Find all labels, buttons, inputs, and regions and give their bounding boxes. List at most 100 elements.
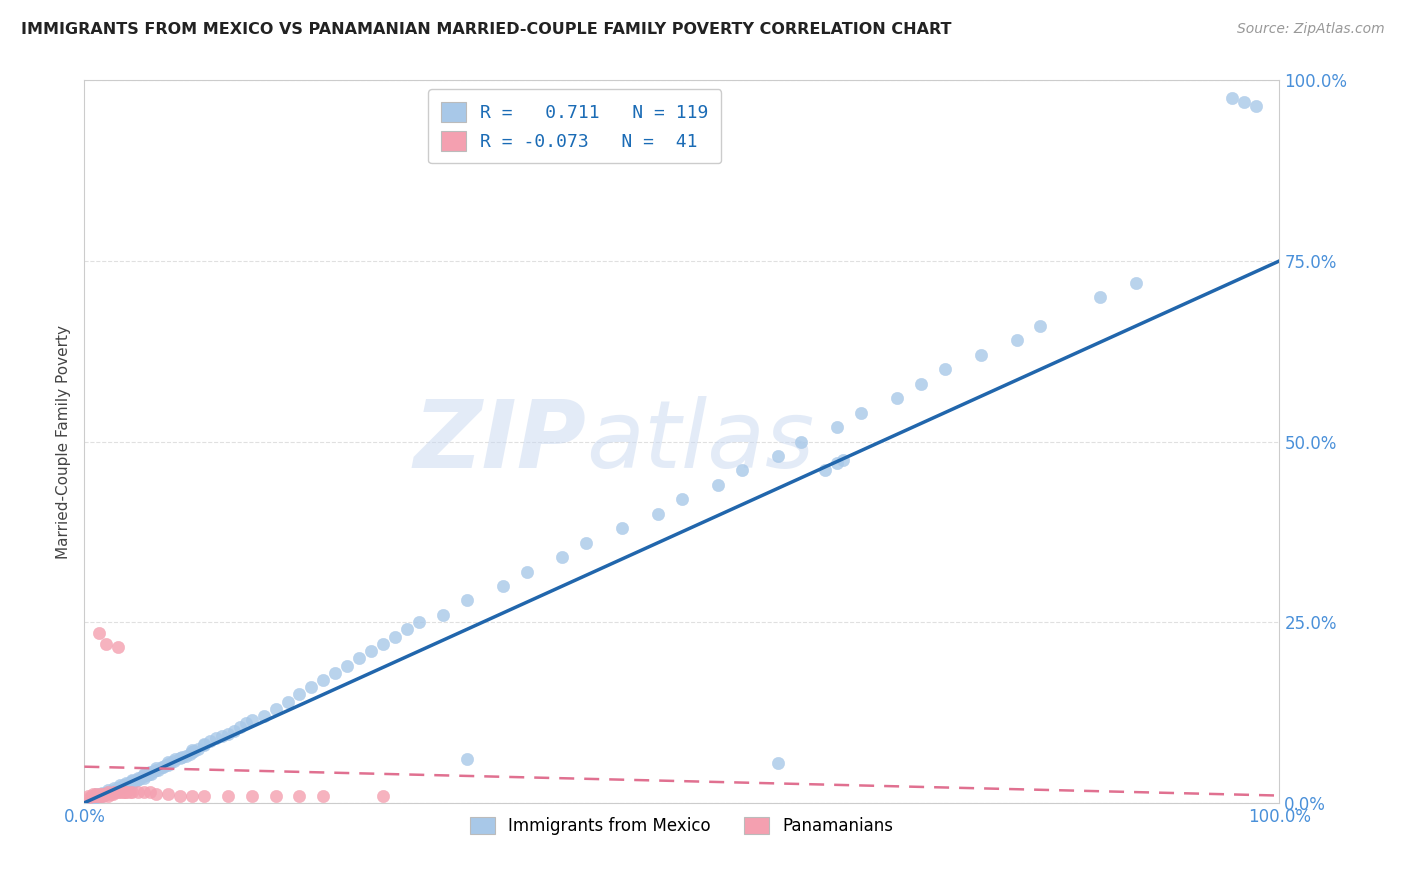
Point bbox=[312, 673, 335, 687]
Point bbox=[145, 787, 167, 801]
Point bbox=[111, 785, 134, 799]
Point bbox=[145, 761, 167, 775]
Point bbox=[84, 789, 107, 804]
Point bbox=[94, 786, 117, 800]
Y-axis label: Married-Couple Family Poverty: Married-Couple Family Poverty bbox=[56, 325, 72, 558]
Point bbox=[100, 784, 122, 798]
Point bbox=[612, 521, 634, 535]
Point bbox=[135, 768, 157, 782]
Point bbox=[647, 507, 669, 521]
Point bbox=[152, 760, 174, 774]
Point bbox=[516, 565, 538, 579]
Point bbox=[851, 406, 873, 420]
Point bbox=[115, 778, 138, 792]
Point bbox=[150, 760, 173, 774]
Text: Source: ZipAtlas.com: Source: ZipAtlas.com bbox=[1237, 22, 1385, 37]
Point bbox=[132, 785, 156, 799]
Point bbox=[141, 767, 163, 781]
Point bbox=[181, 743, 204, 757]
Point bbox=[86, 787, 108, 801]
Point bbox=[169, 751, 191, 765]
Point bbox=[111, 779, 134, 793]
Point bbox=[373, 789, 395, 803]
Point bbox=[121, 775, 143, 789]
Point bbox=[107, 781, 129, 796]
Point bbox=[121, 774, 143, 789]
Point bbox=[107, 640, 129, 655]
Point bbox=[336, 658, 359, 673]
Point bbox=[132, 771, 156, 785]
Point bbox=[101, 787, 124, 801]
Point bbox=[145, 764, 167, 778]
Point bbox=[97, 785, 120, 799]
Point bbox=[115, 776, 138, 790]
Point bbox=[110, 785, 132, 799]
Point bbox=[112, 778, 135, 792]
Point bbox=[125, 772, 148, 787]
Point bbox=[155, 758, 177, 772]
Point bbox=[181, 745, 204, 759]
Point bbox=[1125, 276, 1147, 290]
Point bbox=[217, 789, 239, 803]
Point bbox=[87, 626, 110, 640]
Point bbox=[832, 452, 855, 467]
Point bbox=[139, 765, 162, 780]
Point bbox=[432, 607, 454, 622]
Point bbox=[408, 615, 430, 630]
Point bbox=[110, 778, 132, 792]
Point bbox=[89, 788, 111, 802]
Point bbox=[187, 741, 209, 756]
Point bbox=[79, 792, 101, 806]
Point bbox=[103, 782, 125, 797]
Point bbox=[163, 754, 186, 768]
Point bbox=[172, 749, 194, 764]
Point bbox=[217, 727, 239, 741]
Point bbox=[360, 644, 382, 658]
Point bbox=[83, 791, 105, 805]
Point bbox=[790, 434, 813, 449]
Point bbox=[89, 787, 111, 801]
Point bbox=[127, 785, 149, 799]
Point bbox=[104, 783, 127, 797]
Point bbox=[138, 767, 160, 781]
Point bbox=[121, 772, 143, 787]
Point bbox=[93, 787, 115, 801]
Point bbox=[551, 550, 574, 565]
Point bbox=[384, 630, 406, 644]
Point bbox=[1090, 290, 1112, 304]
Point bbox=[707, 478, 730, 492]
Point bbox=[132, 767, 156, 781]
Text: ZIP: ZIP bbox=[413, 395, 586, 488]
Point bbox=[100, 787, 122, 801]
Text: IMMIGRANTS FROM MEXICO VS PANAMANIAN MARRIED-COUPLE FAMILY POVERTY CORRELATION C: IMMIGRANTS FROM MEXICO VS PANAMANIAN MAR… bbox=[21, 22, 952, 37]
Point bbox=[94, 787, 117, 801]
Point bbox=[82, 790, 104, 805]
Point bbox=[325, 665, 347, 680]
Point bbox=[86, 787, 108, 801]
Point bbox=[766, 449, 789, 463]
Point bbox=[193, 738, 215, 752]
Point bbox=[456, 752, 478, 766]
Point bbox=[193, 789, 215, 803]
Point bbox=[118, 785, 141, 799]
Point bbox=[396, 623, 419, 637]
Point bbox=[910, 376, 932, 391]
Point bbox=[349, 651, 371, 665]
Point bbox=[87, 789, 110, 803]
Point bbox=[91, 786, 114, 800]
Point bbox=[264, 702, 287, 716]
Point bbox=[79, 790, 101, 805]
Point bbox=[183, 744, 205, 758]
Point bbox=[97, 786, 120, 800]
Point bbox=[127, 771, 149, 785]
Point bbox=[121, 785, 143, 799]
Legend: Immigrants from Mexico, Panamanians: Immigrants from Mexico, Panamanians bbox=[464, 810, 900, 841]
Point bbox=[1220, 91, 1243, 105]
Text: atlas: atlas bbox=[586, 396, 814, 487]
Point bbox=[240, 789, 263, 803]
Point bbox=[814, 463, 837, 477]
Point bbox=[91, 787, 114, 801]
Point bbox=[229, 720, 252, 734]
Point bbox=[157, 787, 180, 801]
Point bbox=[82, 787, 104, 801]
